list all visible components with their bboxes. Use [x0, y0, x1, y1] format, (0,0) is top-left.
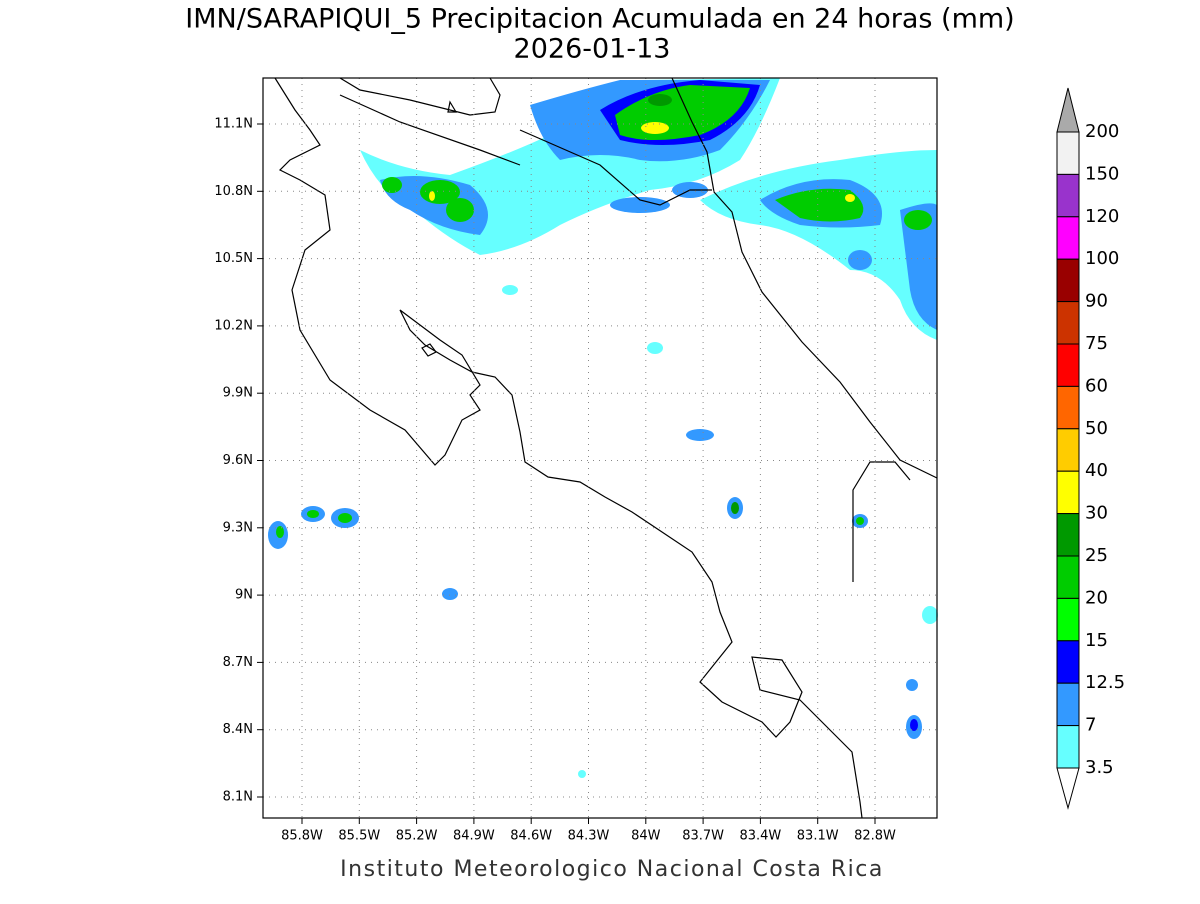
colorbar-box	[1056, 725, 1080, 769]
lon-label: 82.8W	[854, 829, 896, 844]
colorbar-label: 40	[1085, 460, 1108, 481]
colorbar-label: 120	[1085, 206, 1119, 227]
subtitle: 2026-01-13	[514, 34, 671, 65]
colorbar-label: 30	[1085, 503, 1108, 524]
lat-label: 9.6N	[223, 453, 253, 468]
lat-label: 10.2N	[214, 318, 253, 333]
lon-label: 84W	[631, 829, 661, 844]
colorbar-label: 50	[1085, 418, 1108, 439]
colorbar-box	[1056, 216, 1080, 260]
colorbar-box	[1056, 173, 1080, 218]
colorbar-label: 12.5	[1085, 672, 1125, 693]
lat-label: 10.8N	[214, 184, 253, 199]
colorbar-label: 7	[1085, 715, 1096, 736]
lon-label: 83.7W	[682, 829, 724, 844]
colorbar-box	[1056, 513, 1080, 557]
colorbar-label: 25	[1085, 545, 1108, 566]
lat-label: 9.9N	[223, 386, 253, 401]
colorbar-under	[1056, 767, 1080, 810]
colorbar-box	[1056, 131, 1080, 175]
colorbar-box	[1056, 385, 1080, 430]
colorbar-box	[1056, 682, 1080, 727]
lon-label: 84.9W	[453, 829, 495, 844]
lat-label: 11.1N	[214, 117, 253, 132]
lon-label: 85.5W	[338, 829, 380, 844]
colorbar-box	[1056, 258, 1080, 303]
colorbar-label: 20	[1085, 587, 1108, 608]
map: 11.1N 10.8N 10.5N 10.2N 9.9N 9.6N 9.3N 9N 8.7N 8.…	[214, 77, 938, 844]
colorbar-box	[1056, 428, 1080, 472]
lon-label: 83.4W	[739, 829, 781, 844]
colorbar-box	[1056, 640, 1080, 684]
lat-label: 10.5N	[214, 251, 253, 266]
footer: Instituto Meteorologico Nacional Costa R…	[340, 857, 884, 882]
colorbar-label: 90	[1085, 291, 1108, 312]
colorbar-label: 3.5	[1085, 757, 1114, 778]
colorbar: 200 150 120 100 90 75 60 50 40 30 25 20 15 12.5 7 3.5	[1056, 87, 1125, 810]
lon-label: 84.3W	[568, 829, 610, 844]
colorbar-label: 100	[1085, 248, 1119, 269]
colorbar-label: 150	[1085, 163, 1119, 184]
lat-label: 9N	[235, 588, 253, 603]
lon-label: 85.2W	[396, 829, 438, 844]
colorbar-box	[1056, 555, 1080, 599]
colorbar-label: 60	[1085, 375, 1108, 396]
coastline	[274, 77, 938, 819]
colorbar-label: 15	[1085, 630, 1108, 651]
precip	[268, 78, 938, 778]
lat-label: 8.1N	[223, 790, 253, 805]
colorbar-label: 200	[1085, 121, 1119, 142]
lon-label: 83.1W	[797, 829, 839, 844]
colorbar-box	[1056, 470, 1080, 515]
lon-label: 85.8W	[281, 829, 323, 844]
colorbar-box	[1056, 343, 1080, 387]
lat-label: 8.4N	[223, 722, 253, 737]
grid: 11.1N 10.8N 10.5N 10.2N 9.9N 9.6N 9.3N 9N 8.7N 8.…	[214, 78, 937, 844]
colorbar-box	[1056, 597, 1080, 642]
colorbar-label: 75	[1085, 333, 1108, 354]
title: IMN/SARAPIQUI_5 Precipitacion Acumulada …	[185, 4, 1014, 35]
colorbar-over	[1056, 87, 1080, 133]
lat-label: 9.3N	[223, 520, 253, 535]
lat-label: 8.7N	[223, 655, 253, 670]
lon-label: 84.6W	[510, 829, 552, 844]
plot-frame	[262, 77, 938, 819]
colorbar-box	[1056, 301, 1080, 345]
